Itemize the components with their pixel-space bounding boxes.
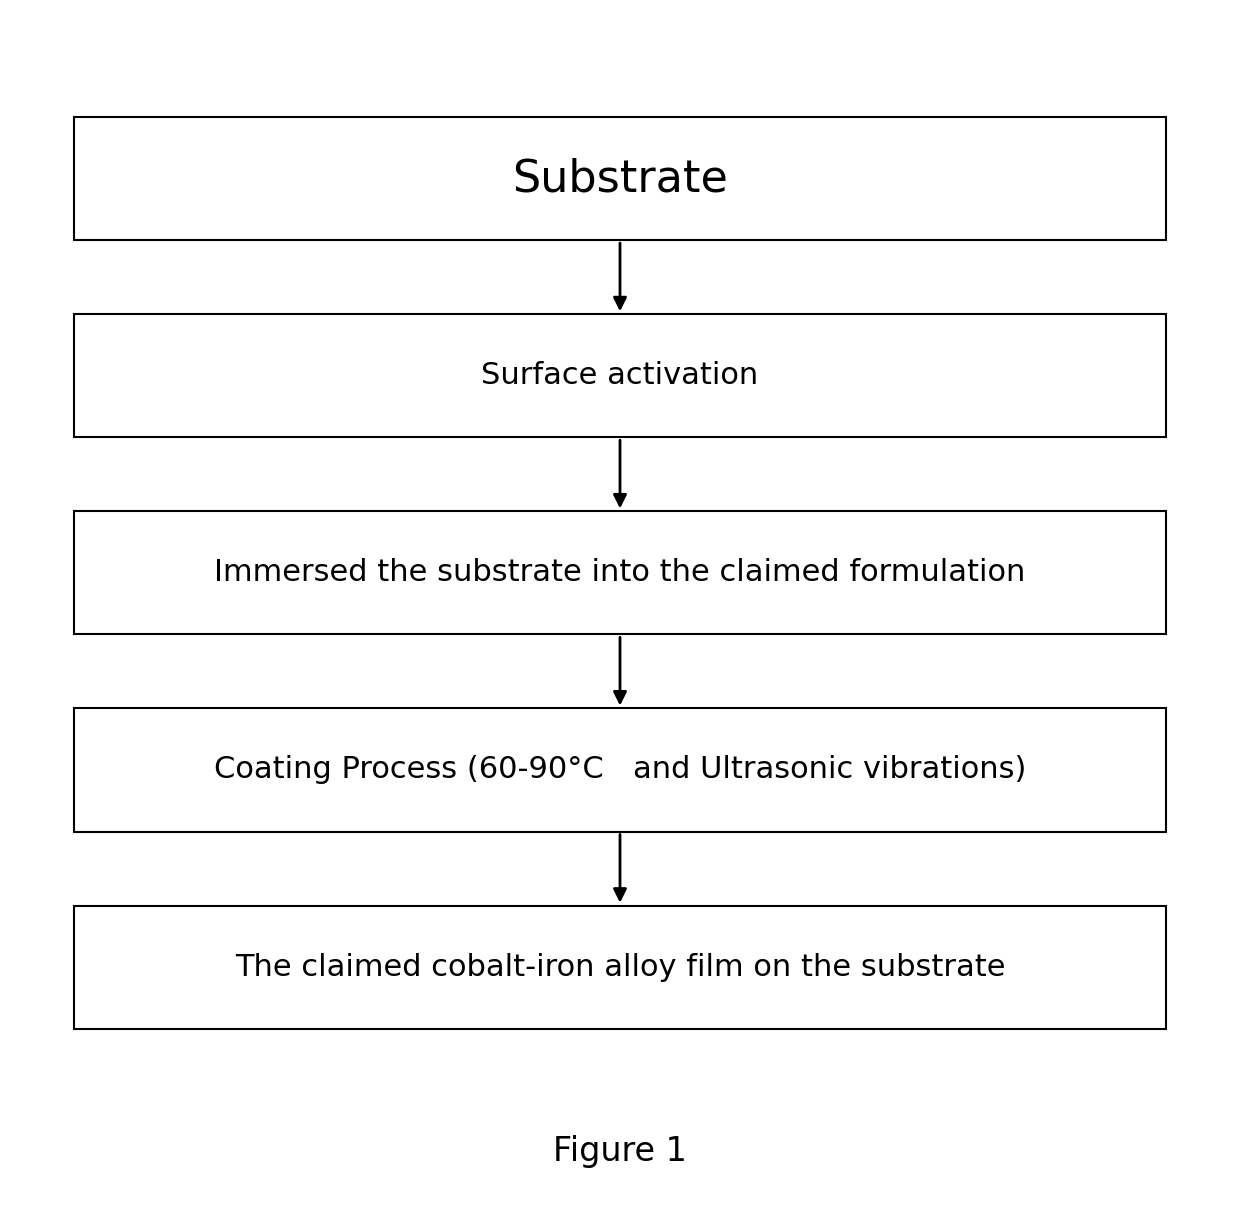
FancyBboxPatch shape (74, 117, 1166, 240)
FancyBboxPatch shape (74, 906, 1166, 1029)
Text: Surface activation: Surface activation (481, 361, 759, 391)
Text: Substrate: Substrate (512, 158, 728, 200)
FancyBboxPatch shape (74, 511, 1166, 634)
Text: Figure 1: Figure 1 (553, 1136, 687, 1168)
Text: Coating Process (60-90°C   and Ultrasonic vibrations): Coating Process (60-90°C and Ultrasonic … (213, 755, 1027, 785)
Text: Immersed the substrate into the claimed formulation: Immersed the substrate into the claimed … (215, 558, 1025, 588)
Text: The claimed cobalt-iron alloy film on the substrate: The claimed cobalt-iron alloy film on th… (234, 952, 1006, 982)
FancyBboxPatch shape (74, 314, 1166, 437)
FancyBboxPatch shape (74, 708, 1166, 832)
